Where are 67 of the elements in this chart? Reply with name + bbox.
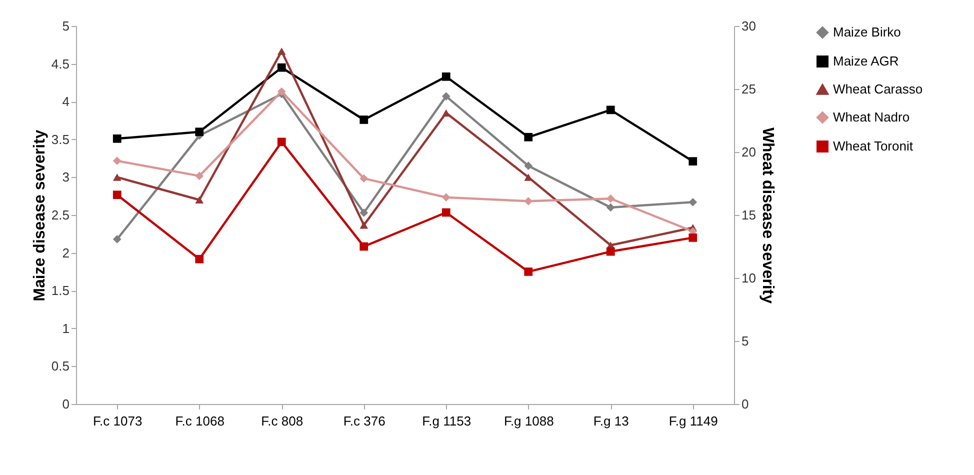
point xyxy=(195,128,204,136)
y-tick-label: 2 xyxy=(62,245,70,260)
point xyxy=(360,221,368,229)
x-tick-label: F.g 13 xyxy=(593,414,629,428)
point xyxy=(277,87,286,96)
x-tick-label: F.c 376 xyxy=(343,414,386,428)
point xyxy=(442,92,450,100)
point xyxy=(688,157,698,166)
x-tick-label: F.g 1149 xyxy=(668,414,718,428)
y2-tick-label: 30 xyxy=(742,18,756,34)
point xyxy=(112,190,122,200)
point xyxy=(112,174,122,181)
y-tick-label: 4 xyxy=(62,94,70,110)
point xyxy=(195,196,204,204)
point xyxy=(195,172,204,180)
point xyxy=(277,138,286,146)
point xyxy=(606,194,615,203)
y-tick-label: 0.5 xyxy=(51,358,70,374)
y-tick-label: 3.5 xyxy=(51,132,70,147)
y-tick-label: 0 xyxy=(62,396,70,412)
x-tick-label: F.c 1073 xyxy=(93,414,142,428)
x-tick-label: F.c 1068 xyxy=(175,414,224,428)
point xyxy=(360,174,368,183)
point xyxy=(524,132,533,142)
legend-label: Wheat Nadro xyxy=(833,110,910,124)
y-tick-label: 2.5 xyxy=(51,208,70,222)
point xyxy=(112,134,122,143)
y-axis-title: Maize disease severity xyxy=(31,130,48,302)
y-tick-label: 5 xyxy=(62,18,70,34)
legend-label: Wheat Carasso xyxy=(833,82,923,96)
x-tick-label: F.c 808 xyxy=(261,414,304,428)
y2-axis-title: Wheat disease severity xyxy=(758,127,776,304)
point xyxy=(442,193,450,202)
legend-label: Wheat Toronit xyxy=(833,138,914,154)
point xyxy=(524,196,533,206)
y-tick-label: 1.5 xyxy=(51,283,70,298)
point xyxy=(277,48,286,55)
point xyxy=(524,268,533,276)
point xyxy=(606,203,615,212)
y-tick-label: 1 xyxy=(62,320,70,336)
point xyxy=(112,235,122,244)
y2-tick-label: 0 xyxy=(742,396,749,412)
point xyxy=(688,198,698,206)
point xyxy=(606,106,615,114)
point xyxy=(688,233,698,242)
point xyxy=(277,63,286,72)
y2-tick-label: 20 xyxy=(742,144,756,160)
point xyxy=(524,162,533,170)
x-tick-label: F.g 1153 xyxy=(422,414,472,428)
legend-label: Maize AGR xyxy=(833,54,899,68)
point xyxy=(112,156,122,166)
point xyxy=(442,72,450,81)
point xyxy=(360,116,368,124)
point xyxy=(360,208,368,217)
y2-tick-label: 10 xyxy=(742,270,756,286)
y-tick-label: 4.5 xyxy=(51,56,70,72)
y2-tick-label: 25 xyxy=(742,82,756,96)
point xyxy=(442,208,450,217)
point xyxy=(360,242,368,251)
legend-label: Maize Birko xyxy=(833,24,901,40)
point xyxy=(606,247,615,256)
y2-tick-label: 5 xyxy=(742,334,749,348)
point xyxy=(195,254,204,264)
point xyxy=(442,109,450,117)
x-tick-label: F.g 1088 xyxy=(504,414,554,428)
y2-tick-label: 15 xyxy=(742,208,756,222)
y-tick-label: 3 xyxy=(62,170,70,185)
